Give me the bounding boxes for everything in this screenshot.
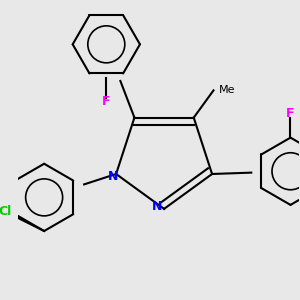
Text: N: N <box>152 200 162 213</box>
Text: Me: Me <box>219 85 236 95</box>
Text: F: F <box>286 107 295 120</box>
Text: F: F <box>102 95 111 108</box>
Text: Cl: Cl <box>0 205 11 218</box>
Text: N: N <box>108 170 119 183</box>
